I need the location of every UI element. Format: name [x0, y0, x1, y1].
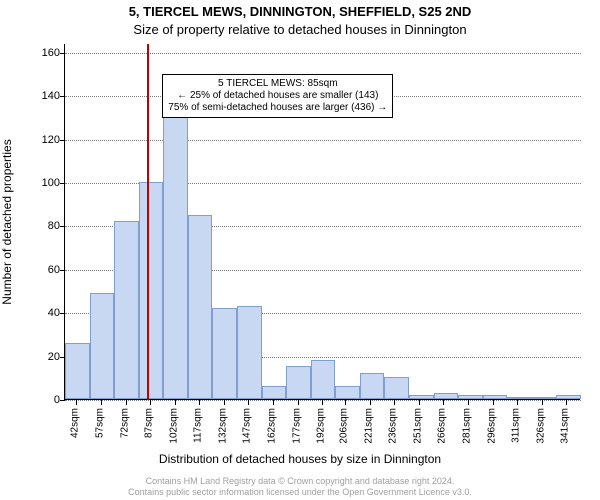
histogram-bar	[458, 395, 483, 399]
xtick-mark	[542, 400, 543, 405]
histogram-bar	[434, 393, 459, 400]
xtick-mark	[322, 400, 323, 405]
xtick-label: 102sqm	[168, 408, 179, 444]
ytick-mark	[60, 313, 65, 314]
histogram-bar	[212, 308, 237, 399]
xtick-label: 206sqm	[339, 408, 350, 444]
gridline-h	[65, 140, 581, 141]
footer-line2: Contains public sector information licen…	[128, 487, 472, 497]
chart-title-line2: Size of property relative to detached ho…	[0, 22, 600, 37]
ytick-mark	[60, 270, 65, 271]
histogram-bar	[360, 373, 385, 399]
histogram-bar	[163, 115, 188, 399]
xtick-mark	[76, 400, 77, 405]
histogram-bar	[188, 215, 213, 400]
xtick-label: 132sqm	[217, 408, 228, 444]
xtick-label: 326sqm	[535, 408, 546, 444]
xtick-mark	[345, 400, 346, 405]
xtick-label: 117sqm	[193, 408, 204, 443]
xtick-label: 296sqm	[486, 408, 497, 444]
callout-box: 5 TIERCEL MEWS: 85sqm← 25% of detached h…	[162, 74, 393, 118]
xtick-label: 251sqm	[412, 408, 423, 444]
xtick-mark	[298, 400, 299, 405]
xtick-mark	[126, 400, 127, 405]
histogram-bar	[65, 343, 90, 399]
ytick-mark	[60, 183, 65, 184]
histogram-bar	[532, 397, 557, 399]
ytick-label: 160	[30, 47, 60, 59]
xtick-label: 87sqm	[144, 408, 155, 438]
xtick-label: 177sqm	[291, 408, 302, 444]
ytick-label: 80	[30, 220, 60, 232]
xtick-label: 311sqm	[511, 408, 522, 443]
xtick-mark	[224, 400, 225, 405]
ytick-label: 120	[30, 134, 60, 146]
xtick-label: 162sqm	[267, 408, 278, 444]
ytick-label: 0	[30, 394, 60, 406]
xtick-label: 147sqm	[242, 408, 253, 444]
x-axis-label: Distribution of detached houses by size …	[0, 452, 600, 466]
xtick-mark	[394, 400, 395, 405]
footer-attribution: Contains HM Land Registry data © Crown c…	[0, 476, 600, 498]
ytick-mark	[60, 226, 65, 227]
histogram-bar	[90, 293, 115, 399]
ytick-label: 20	[30, 351, 60, 363]
reference-line	[147, 44, 149, 400]
histogram-bar	[262, 386, 287, 399]
histogram-bar	[114, 221, 139, 399]
callout-line3: 75% of semi-detached houses are larger (…	[168, 102, 387, 114]
y-axis-label: Number of detached properties	[0, 139, 14, 304]
ytick-mark	[60, 53, 65, 54]
histogram-bar	[311, 360, 336, 399]
histogram-bar	[409, 395, 434, 399]
callout-line2: ← 25% of detached houses are smaller (14…	[168, 90, 387, 102]
xtick-mark	[150, 400, 151, 405]
xtick-mark	[175, 400, 176, 405]
chart-title-line1: 5, TIERCEL MEWS, DINNINGTON, SHEFFIELD, …	[0, 4, 600, 19]
xtick-label: 57sqm	[95, 408, 106, 438]
gridline-h	[65, 53, 581, 54]
ytick-label: 60	[30, 264, 60, 276]
ytick-label: 100	[30, 177, 60, 189]
histogram-bar	[556, 395, 581, 399]
histogram-bar	[237, 306, 262, 399]
xtick-mark	[370, 400, 371, 405]
ytick-mark	[60, 140, 65, 141]
xtick-label: 42sqm	[70, 408, 81, 438]
xtick-label: 266sqm	[437, 408, 448, 444]
xtick-mark	[248, 400, 249, 405]
callout-line1: 5 TIERCEL MEWS: 85sqm	[168, 78, 387, 90]
histogram-bar	[139, 182, 164, 399]
histogram-bar	[335, 386, 360, 399]
xtick-label: 221sqm	[363, 408, 374, 444]
histogram-bar	[286, 366, 311, 399]
xtick-label: 341sqm	[560, 408, 571, 444]
xtick-mark	[419, 400, 420, 405]
footer-line1: Contains HM Land Registry data © Crown c…	[146, 476, 455, 486]
xtick-mark	[468, 400, 469, 405]
xtick-label: 192sqm	[316, 408, 327, 444]
xtick-mark	[493, 400, 494, 405]
ytick-mark	[60, 400, 65, 401]
xtick-mark	[273, 400, 274, 405]
xtick-mark	[101, 400, 102, 405]
xtick-mark	[566, 400, 567, 405]
ytick-mark	[60, 96, 65, 97]
xtick-mark	[443, 400, 444, 405]
histogram-bar	[483, 395, 508, 399]
xtick-label: 281sqm	[461, 408, 472, 444]
xtick-mark	[199, 400, 200, 405]
xtick-label: 72sqm	[119, 408, 130, 438]
ytick-label: 40	[30, 307, 60, 319]
ytick-label: 140	[30, 90, 60, 102]
xtick-label: 236sqm	[388, 408, 399, 444]
xtick-mark	[517, 400, 518, 405]
histogram-bar	[384, 377, 409, 399]
histogram-bar	[507, 397, 532, 399]
